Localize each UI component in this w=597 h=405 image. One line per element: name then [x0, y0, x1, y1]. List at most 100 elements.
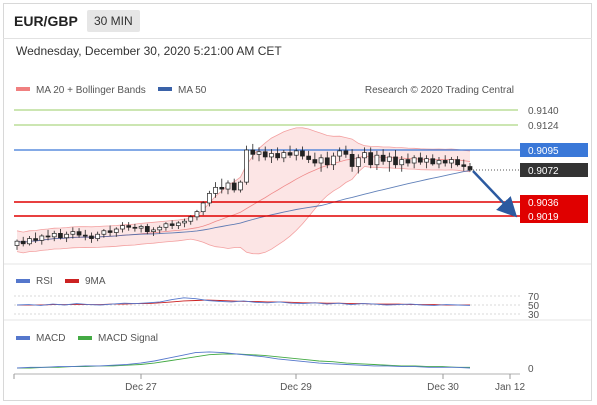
candle-body — [269, 153, 274, 158]
candle-body — [82, 234, 88, 237]
candle-body — [194, 211, 200, 218]
candle-body — [213, 186, 218, 194]
chart-datetime: Wednesday, December 30, 2020 5:21:00 AM … — [16, 44, 282, 58]
timeframe-button[interactable]: 30 MIN — [87, 10, 140, 32]
candle-body — [238, 181, 243, 191]
candle-body — [89, 235, 94, 239]
candle-body — [418, 157, 423, 163]
x-label-dec30: Dec 30 — [427, 382, 459, 393]
candle-body — [461, 164, 467, 167]
bollinger-legend-label: MA 20 + Bollinger Bands — [36, 85, 146, 96]
bollinger-upper-line — [16, 127, 471, 233]
macd-signal-legend-label: MACD Signal — [98, 333, 158, 344]
candle-body — [95, 233, 101, 239]
candle-body — [449, 159, 454, 164]
candle-body — [33, 238, 38, 241]
candle-body — [58, 233, 63, 239]
candle-body — [349, 153, 355, 167]
level-tag-0-9019 — [520, 209, 588, 223]
rsi-legend-swatch — [16, 279, 30, 283]
candle-body — [225, 182, 231, 190]
candle-body — [442, 160, 448, 164]
macd-legend-label: MACD — [36, 333, 65, 344]
candle-body — [436, 160, 442, 165]
forecast-arrow — [472, 170, 518, 218]
candle-body — [126, 225, 132, 228]
candle-body — [39, 235, 45, 241]
level-tag-0-9095 — [520, 143, 588, 157]
candlestick-series — [14, 143, 473, 250]
macd-line — [16, 351, 471, 369]
candle-body — [368, 152, 374, 166]
candle-body — [163, 223, 169, 228]
candle-body — [275, 153, 280, 159]
candle-body — [306, 155, 312, 160]
candle-body — [76, 231, 82, 236]
candle-body — [207, 193, 212, 204]
candle-body — [324, 157, 330, 166]
candle-body — [424, 158, 429, 163]
candle-body — [219, 186, 225, 190]
rsi-tick-30: 30 — [528, 310, 540, 321]
x-label-dec29: Dec 29 — [280, 382, 312, 393]
candle-body — [300, 150, 305, 157]
level-tag-label-0-9095: 0.9095 — [528, 146, 559, 157]
candle-body — [157, 226, 163, 231]
macd-legend-swatch — [16, 336, 30, 340]
ma50-legend-swatch — [158, 87, 172, 91]
level-label-0-9140: 0.9140 — [528, 106, 559, 117]
x-label-jan12: Jan 12 — [495, 382, 525, 393]
level-label-0-9124: 0.9124 — [528, 121, 559, 132]
candle-body — [293, 150, 299, 156]
candle-body — [101, 230, 107, 235]
rsi-tick-70: 70 — [528, 292, 540, 303]
candle-body — [113, 228, 119, 233]
symbol-label: EUR/GBP — [14, 13, 78, 29]
macd-signal-legend-swatch — [78, 336, 92, 340]
candle-body — [256, 151, 262, 155]
candle-body — [244, 149, 249, 183]
chart-header: EUR/GBP 30 MIN — [3, 3, 592, 39]
candle-body — [281, 152, 287, 159]
candle-body — [380, 154, 386, 162]
candle-body — [250, 149, 256, 155]
candle-body — [45, 235, 51, 238]
current-price-tag — [520, 163, 588, 177]
candle-body — [312, 159, 318, 164]
candle-body — [151, 229, 156, 232]
bollinger-lower-line — [16, 166, 471, 255]
copyright-label: Research © 2020 Trading Central — [365, 85, 514, 96]
candle-body — [399, 159, 405, 166]
candle-body — [430, 158, 436, 165]
candle-body — [393, 156, 398, 166]
candle-body — [169, 223, 175, 226]
candle-body — [200, 202, 206, 213]
x-label-dec27: Dec 27 — [125, 382, 157, 393]
rsi-ma-legend-swatch — [65, 279, 79, 283]
ma50-legend-label: MA 50 — [178, 85, 207, 96]
bollinger-legend-swatch — [16, 87, 30, 91]
candle-body — [331, 155, 336, 166]
current-price-label: 0.9072 — [528, 166, 559, 177]
level-tag-0-9036 — [520, 195, 588, 209]
candle-body — [14, 240, 20, 246]
candle-body — [70, 231, 76, 235]
candle-body — [231, 182, 237, 191]
macd-tick-0: 0 — [528, 364, 534, 375]
rsi-tick-50: 50 — [528, 301, 540, 312]
candle-body — [411, 157, 417, 164]
candle-body — [337, 150, 343, 157]
candle-body — [455, 159, 460, 166]
candle-body — [374, 154, 380, 166]
candle-body — [386, 156, 392, 162]
candle-body — [144, 226, 150, 232]
rsi-ma-legend-label: 9MA — [85, 276, 106, 287]
candle-body — [262, 151, 268, 158]
candle-body — [51, 233, 57, 238]
candle-body — [405, 159, 411, 164]
candle-body — [343, 150, 349, 155]
candle-body — [318, 157, 324, 164]
rsi-line — [16, 297, 471, 306]
candle-body — [27, 238, 32, 245]
